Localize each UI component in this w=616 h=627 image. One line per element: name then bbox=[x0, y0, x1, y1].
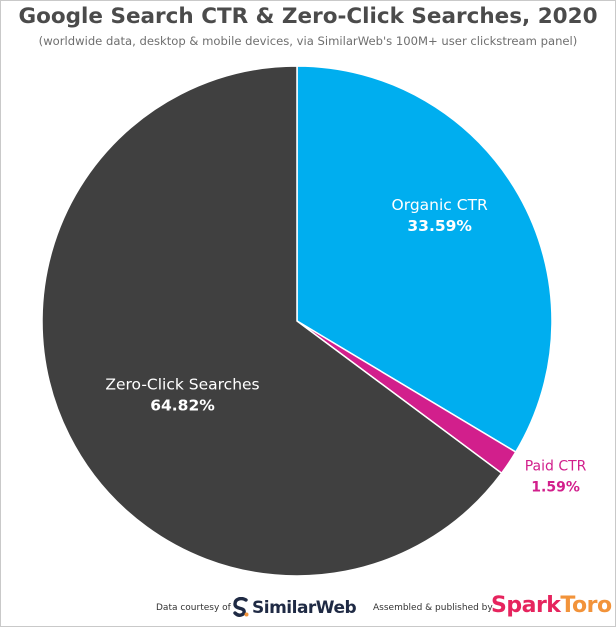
slice-label-organic-ctr: Organic CTR bbox=[392, 196, 489, 214]
chart-title: Google Search CTR & Zero-Click Searches,… bbox=[18, 4, 598, 29]
published-credit-text: Assembled & published by bbox=[373, 603, 493, 613]
footer: Data courtesy of SimilarWeb Assembled & … bbox=[0, 593, 616, 621]
slice-value-organic-ctr: 33.59% bbox=[407, 217, 472, 235]
sparktoro-logo: SparkToro bbox=[491, 593, 612, 618]
similarweb-logo-text: SimilarWeb bbox=[252, 598, 357, 618]
sparktoro-logo-spark: Spark bbox=[491, 593, 561, 618]
similarweb-logo: SimilarWeb bbox=[232, 596, 357, 620]
pie-slice-organic-ctr bbox=[296, 65, 553, 454]
chart-subtitle: (worldwide data, desktop & mobile device… bbox=[38, 34, 578, 48]
similarweb-mark-icon bbox=[233, 597, 249, 617]
data-credit-text: Data courtesy of bbox=[156, 603, 231, 613]
slice-value-paid-ctr: 1.59% bbox=[531, 479, 580, 495]
pie-slice-zero-click-searches bbox=[41, 65, 503, 577]
sparktoro-logo-toro: Toro bbox=[560, 593, 612, 618]
slice-label-zero-click-searches: Zero-Click Searches bbox=[105, 376, 259, 394]
slice-label-paid-ctr: Paid CTR bbox=[525, 458, 587, 474]
slice-value-zero-click-searches: 64.82% bbox=[150, 397, 215, 415]
